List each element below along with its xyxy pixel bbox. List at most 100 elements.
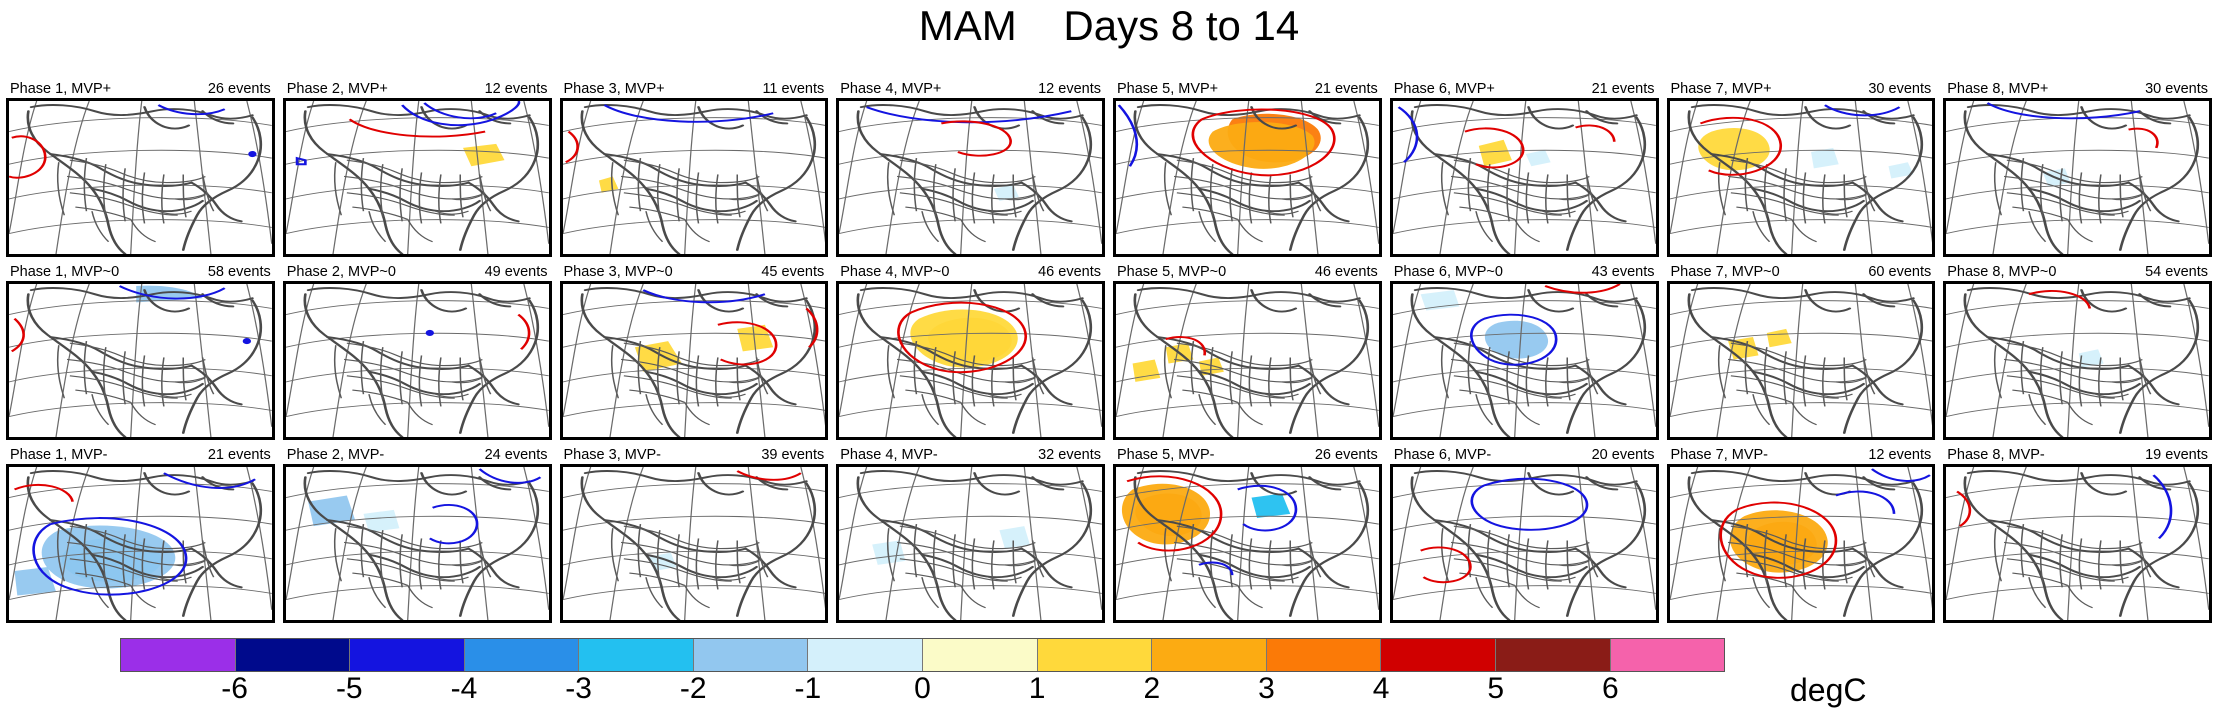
graticule [1669, 101, 1933, 254]
anomaly-contours [1956, 474, 2173, 539]
graticule [285, 284, 549, 437]
graticule [839, 284, 1102, 437]
coastline [303, 287, 539, 437]
panel-header: Phase 1, MVP- 21 events [6, 444, 275, 464]
panel-1-5: Phase 5, MVP+ 21 events [1113, 78, 1382, 257]
coastline [1133, 470, 1370, 620]
panel-header: Phase 8, MVP~0 54 events [1943, 261, 2212, 281]
panel-title: Phase 6, MVP- [1393, 447, 1492, 463]
map-projection [562, 101, 826, 254]
coastline [303, 104, 539, 254]
state-borders [1717, 341, 1875, 426]
panel-title: Phase 7, MVP- [1670, 447, 1769, 463]
panel-3-5: Phase 5, MVP- 26 events [1113, 444, 1382, 623]
anomaly-contours [428, 468, 542, 545]
graticule [1392, 467, 1656, 620]
graticule [1946, 101, 2209, 254]
panel-map [1943, 281, 2212, 440]
state-borders [1717, 524, 1875, 609]
state-borders [333, 158, 492, 243]
panel-header: Phase 6, MVP- 20 events [1390, 444, 1659, 464]
anomaly-contours [517, 313, 531, 350]
panel-1-2: Phase 2, MVP+ 12 events [282, 78, 552, 257]
map-projection [1116, 284, 1379, 437]
panel-1-7: Phase 7, MVP+ 30 events [1666, 78, 1936, 257]
panel-2-8: Phase 8, MVP~0 54 events [1943, 261, 2212, 440]
temperature-anomaly-shading [872, 526, 1031, 565]
panel-title: Phase 3, MVP- [563, 447, 662, 463]
panel-event-count: 30 events [2145, 81, 2208, 97]
colorbar-segment-8 [1037, 639, 1153, 671]
map-projection [1946, 101, 2209, 254]
coastline [580, 287, 816, 437]
panel-event-count: 39 events [761, 447, 825, 463]
map-projection [1392, 284, 1656, 437]
anomaly-contours [735, 470, 802, 481]
state-borders [56, 341, 215, 426]
panel-event-count: 21 events [1591, 81, 1655, 97]
colorbar-segment-10 [1266, 639, 1382, 671]
anomaly-points [242, 338, 252, 345]
temperature-anomaly-shading [910, 309, 1018, 368]
colorbar-swatches [120, 638, 1725, 672]
panel-title: Phase 2, MVP~0 [286, 264, 396, 280]
colorbar-segment-6 [808, 639, 924, 671]
graticule [562, 467, 826, 620]
colorbar-tick-label: -4 [450, 672, 478, 705]
panel-title: Phase 6, MVP+ [1393, 81, 1495, 97]
anomaly-contours [897, 301, 1028, 374]
panel-3-3: Phase 3, MVP- 39 events [559, 444, 829, 623]
panel-header: Phase 4, MVP+ 12 events [836, 78, 1105, 98]
map-projection [1669, 467, 1933, 620]
state-borders [333, 524, 492, 609]
map-projection [1669, 284, 1933, 437]
map-projection [839, 467, 1102, 620]
panel-2-7: Phase 7, MVP~0 60 events [1666, 261, 1936, 440]
coastline [1963, 470, 2200, 620]
anomaly-contours [1718, 468, 1931, 579]
panel-map [6, 281, 275, 440]
state-borders [1440, 524, 1599, 609]
panel-title: Phase 8, MVP+ [1947, 81, 2049, 97]
panel-event-count: 26 events [1314, 447, 1378, 463]
anomaly-contours [642, 289, 818, 366]
panel-title: Phase 5, MVP- [1117, 447, 1215, 463]
panel-grid: Phase 1, MVP+ 26 events Phase 2, MVP+ 12 ev… [6, 78, 2212, 623]
anomaly-contours [1126, 475, 1298, 576]
anomaly-contours [1165, 336, 1206, 356]
panel-3-4: Phase 4, MVP- 32 events [836, 444, 1105, 623]
panel-2-1: Phase 1, MVP~0 58 events [6, 261, 275, 440]
coastline [1963, 287, 2200, 437]
panel-header: Phase 4, MVP~0 46 events [836, 261, 1105, 281]
panel-1-3: Phase 3, MVP+ 11 events [559, 78, 829, 257]
panel-map [6, 464, 275, 623]
panel-title: Phase 1, MVP~0 [10, 264, 120, 280]
coastline [1133, 104, 1370, 254]
panel-map [836, 281, 1105, 440]
panel-header: Phase 2, MVP- 24 events [283, 444, 552, 464]
map-projection [285, 101, 549, 254]
colorbar-segment-11 [1381, 639, 1496, 671]
panel-header: Phase 5, MVP~0 46 events [1113, 261, 1382, 281]
panel-header: Phase 3, MVP~0 45 events [560, 261, 829, 281]
map-projection [1946, 467, 2209, 620]
colorbar: -6 -5 -4 -3 -2 -1 0 1 2 3 4 5 6 degC [0, 630, 2218, 708]
panel-3-8: Phase 8, MVP- 19 events [1943, 444, 2212, 623]
panel-3-6: Phase 6, MVP- 20 events [1389, 444, 1659, 623]
temperature-anomaly-shading [2079, 349, 2104, 368]
panel-map [1389, 98, 1659, 257]
graticule [1946, 467, 2209, 620]
panel-event-count: 46 events [1038, 264, 1101, 280]
state-borders [1994, 341, 2152, 426]
panel-1-1: Phase 1, MVP+ 26 events [6, 78, 275, 257]
panel-event-count: 19 events [2145, 447, 2208, 463]
panel-3-7: Phase 7, MVP- 12 events [1666, 444, 1936, 623]
colorbar-tick-label: -3 [565, 672, 592, 705]
state-borders [56, 524, 215, 609]
panel-header: Phase 6, MVP~0 43 events [1390, 261, 1659, 281]
panel-map [559, 464, 829, 623]
state-borders [610, 158, 768, 243]
colorbar-segment-5 [693, 639, 809, 671]
colorbar-tick-label: -6 [221, 672, 248, 705]
map-projection [562, 284, 826, 437]
